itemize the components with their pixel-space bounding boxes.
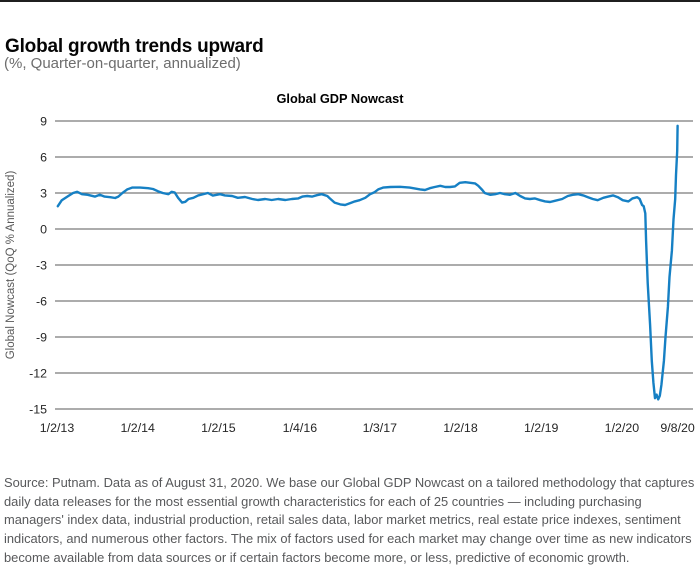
- svg-text:-12: -12: [29, 366, 47, 380]
- x-tick-labels: 1/2/13 1/2/14 1/2/15 1/4/16 1/3/17 1/2/18 1/2/…: [40, 421, 695, 435]
- gridlines: [55, 120, 693, 410]
- chart-area: Global GDP Nowcast Global Nowcast (QoQ %…: [0, 85, 700, 450]
- svg-text:9: 9: [40, 114, 47, 128]
- y-tick-labels: 9 6 3 0 -3 -6 -9 -12 -15: [29, 114, 47, 416]
- svg-text:1/2/20: 1/2/20: [605, 421, 640, 435]
- svg-text:1/2/14: 1/2/14: [120, 421, 155, 435]
- svg-text:1/4/16: 1/4/16: [283, 421, 318, 435]
- svg-text:1/2/18: 1/2/18: [443, 421, 478, 435]
- svg-text:1/3/17: 1/3/17: [363, 421, 398, 435]
- svg-text:-15: -15: [29, 402, 47, 416]
- page-subtitle: (%, Quarter-on-quarter, annualized): [4, 55, 241, 72]
- top-divider: [0, 0, 700, 2]
- svg-text:1/2/19: 1/2/19: [524, 421, 559, 435]
- svg-text:1/2/15: 1/2/15: [201, 421, 236, 435]
- svg-text:9/8/20: 9/8/20: [660, 421, 695, 435]
- svg-text:1/2/13: 1/2/13: [40, 421, 75, 435]
- page-title: Global growth trends upward: [5, 35, 264, 57]
- svg-text:3: 3: [40, 186, 47, 200]
- svg-text:-3: -3: [36, 258, 47, 272]
- svg-text:6: 6: [40, 150, 47, 164]
- chart-title: Global GDP Nowcast: [276, 91, 404, 106]
- source-note: Source: Putnam. Data as of August 31, 20…: [4, 474, 695, 565]
- svg-text:-6: -6: [36, 294, 47, 308]
- nowcast-line-series: [56, 124, 679, 401]
- svg-text:-9: -9: [36, 330, 47, 344]
- svg-text:0: 0: [40, 222, 47, 236]
- gdp-line-chart: Global GDP Nowcast Global Nowcast (QoQ %…: [5, 91, 695, 435]
- y-axis-title: Global Nowcast (QoQ % Annualized): [5, 171, 17, 360]
